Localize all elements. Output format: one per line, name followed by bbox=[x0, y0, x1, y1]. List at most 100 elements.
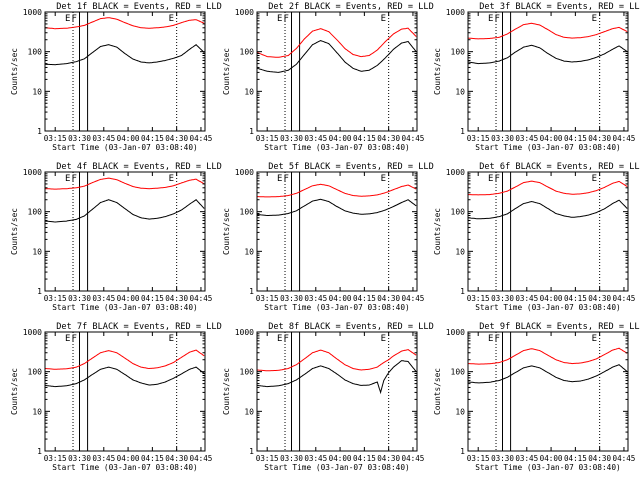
panel-9-marker-label-2: F bbox=[494, 334, 499, 344]
panel-7-xtick-label-6: 04:30 bbox=[165, 454, 188, 463]
panel-1-xtick-label-7: 04:45 bbox=[190, 134, 213, 143]
panel-2-xtick-label-1: 03:15 bbox=[256, 134, 279, 143]
panel-1-ylabel: Counts/sec bbox=[10, 48, 19, 95]
panel-3-marker-label-2: F bbox=[494, 14, 499, 24]
panel-7-ytick-label-1: 1 bbox=[37, 447, 42, 456]
panel-9-xtick-label-1: 03:15 bbox=[467, 454, 490, 463]
panel-6-ylabel: Counts/sec bbox=[433, 208, 442, 255]
panel-6-marker-label-1: E bbox=[488, 174, 493, 184]
panel-5-marker-label-2: F bbox=[283, 174, 288, 184]
panel-1-xtick-label-2: 03:30 bbox=[68, 134, 91, 143]
panel-4-series-lld bbox=[45, 177, 205, 190]
panel-2-series-events bbox=[257, 40, 417, 73]
panel-9-ytick-label-1: 1 bbox=[460, 447, 465, 456]
panel-8-xtick-label-2: 03:30 bbox=[280, 454, 303, 463]
panel-5-xtick-label-7: 04:45 bbox=[402, 294, 425, 303]
panel-3-xtick-label-4: 04:00 bbox=[540, 134, 563, 143]
panel-7-ytick-label-4: 1000 bbox=[23, 328, 42, 337]
panel-5-ytick-label-3: 100 bbox=[240, 208, 255, 217]
panel-1-ytick-label-3: 100 bbox=[28, 48, 43, 57]
panel-9-ytick-label-2: 10 bbox=[455, 407, 465, 416]
panel-1-series-lld bbox=[45, 17, 205, 30]
panel-4-xtick-label-1: 03:15 bbox=[44, 294, 67, 303]
panel-3-ylabel: Counts/sec bbox=[433, 48, 442, 95]
panel-3-marker-label-4: E bbox=[592, 14, 597, 24]
panel-5-xtick-label-6: 04:30 bbox=[377, 294, 400, 303]
panel-7-ytick-label-3: 100 bbox=[28, 368, 43, 377]
panel-5-xlabel: Start Time (03-Jan-07 03:08:40) bbox=[264, 303, 410, 312]
panel-8-ytick-label-1: 1 bbox=[249, 447, 254, 456]
panel-8-xtick-label-5: 04:15 bbox=[353, 454, 376, 463]
panel-4-frame bbox=[44, 171, 206, 292]
panel-3-ytick-label-2: 10 bbox=[455, 87, 465, 96]
panel-4-ytick-label-4: 1000 bbox=[23, 168, 42, 177]
panel-7-xtick-label-7: 04:45 bbox=[190, 454, 213, 463]
panel-5-marker-label-4: E bbox=[381, 174, 386, 184]
panel-8-series-events bbox=[257, 360, 417, 395]
panel-2-title: Det 2f BLACK = Events, RED = LLD bbox=[268, 2, 434, 12]
panel-7-ytick-label-2: 10 bbox=[32, 407, 42, 416]
panel-6-xtick-label-7: 04:45 bbox=[613, 294, 636, 303]
panel-7-marker-label-2: F bbox=[71, 334, 76, 344]
panel-1-title: Det 1f BLACK = Events, RED = LLD bbox=[56, 2, 222, 12]
panel-9-series-lld bbox=[468, 347, 628, 365]
panel-1-frame bbox=[44, 11, 206, 132]
panel-6-xtick-label-5: 04:15 bbox=[564, 294, 587, 303]
panel-6-series-events bbox=[468, 199, 628, 220]
panel-6-xtick-label-1: 03:15 bbox=[467, 294, 490, 303]
panel-7-title: Det 7f BLACK = Events, RED = LLD bbox=[56, 322, 222, 332]
panel-3-series-events bbox=[468, 44, 628, 65]
panel-1-ytick-label-4: 1000 bbox=[23, 8, 42, 17]
panel-8-xtick-label-6: 04:30 bbox=[377, 454, 400, 463]
panel-9-xlabel: Start Time (03-Jan-07 03:08:40) bbox=[475, 463, 621, 472]
panel-2-xtick-label-6: 04:30 bbox=[377, 134, 400, 143]
panel-2-ylabel: Counts/sec bbox=[222, 48, 231, 95]
panel-7-xtick-label-2: 03:30 bbox=[68, 454, 91, 463]
panel-8-xlabel: Start Time (03-Jan-07 03:08:40) bbox=[264, 463, 410, 472]
panel-7-frame bbox=[44, 331, 206, 452]
panel-2-series-lld bbox=[257, 27, 417, 58]
panel-2-xtick-label-2: 03:30 bbox=[280, 134, 303, 143]
panel-4-series-events bbox=[45, 199, 205, 223]
panel-6-series-lld bbox=[468, 180, 628, 196]
panel-5-ylabel: Counts/sec bbox=[222, 208, 231, 255]
panel-2-xtick-label-3: 03:45 bbox=[304, 134, 327, 143]
panel-8-ytick-label-3: 100 bbox=[240, 368, 255, 377]
panel-5-marker-label-1: E bbox=[277, 174, 282, 184]
panel-2-xtick-label-7: 04:45 bbox=[402, 134, 425, 143]
panel-1-marker-label-1: E bbox=[65, 14, 70, 24]
panel-6-xlabel: Start Time (03-Jan-07 03:08:40) bbox=[475, 303, 621, 312]
panel-2-marker-label-2: F bbox=[283, 14, 288, 24]
panel-8-xtick-label-7: 04:45 bbox=[402, 454, 425, 463]
panel-5-xtick-label-2: 03:30 bbox=[280, 294, 303, 303]
panel-3-xtick-label-6: 04:30 bbox=[588, 134, 611, 143]
panel-8-frame bbox=[256, 331, 418, 452]
panel-4-xtick-label-6: 04:30 bbox=[165, 294, 188, 303]
panel-8-xtick-label-3: 03:45 bbox=[304, 454, 327, 463]
panel-4-marker-label-2: F bbox=[71, 174, 76, 184]
panel-3-xtick-label-1: 03:15 bbox=[467, 134, 490, 143]
panel-4-xtick-label-2: 03:30 bbox=[68, 294, 91, 303]
panel-1-xtick-label-3: 03:45 bbox=[92, 134, 115, 143]
panel-9-ytick-label-3: 100 bbox=[451, 368, 466, 377]
panel-6-xtick-label-6: 04:30 bbox=[588, 294, 611, 303]
panel-4-ytick-label-2: 10 bbox=[32, 247, 42, 256]
panel-9-xtick-label-6: 04:30 bbox=[588, 454, 611, 463]
panel-8-ytick-label-4: 1000 bbox=[235, 328, 254, 337]
panel-4-xtick-label-3: 03:45 bbox=[92, 294, 115, 303]
panel-5-xtick-label-3: 03:45 bbox=[304, 294, 327, 303]
panel-1-xtick-label-1: 03:15 bbox=[44, 134, 67, 143]
panel-5-ytick-label-1: 1 bbox=[249, 287, 254, 296]
panel-2-xtick-label-4: 04:00 bbox=[329, 134, 352, 143]
panel-6-title: Det 6f BLACK = Events, RED = LLD bbox=[479, 162, 640, 172]
panel-1-series-events bbox=[45, 44, 205, 66]
panel-6-xtick-label-3: 03:45 bbox=[515, 294, 538, 303]
panel-3-ytick-label-1: 1 bbox=[460, 127, 465, 136]
panel-3-ytick-label-3: 100 bbox=[451, 48, 466, 57]
panel-7-xlabel: Start Time (03-Jan-07 03:08:40) bbox=[52, 463, 198, 472]
panel-9-title: Det 9f BLACK = Events, RED = LLD bbox=[479, 322, 640, 332]
panel-4-title: Det 4f BLACK = Events, RED = LLD bbox=[56, 162, 222, 172]
panel-9-marker-label-1: E bbox=[488, 334, 493, 344]
panel-9-series-events bbox=[468, 364, 628, 384]
panel-7-series-events bbox=[45, 366, 205, 388]
